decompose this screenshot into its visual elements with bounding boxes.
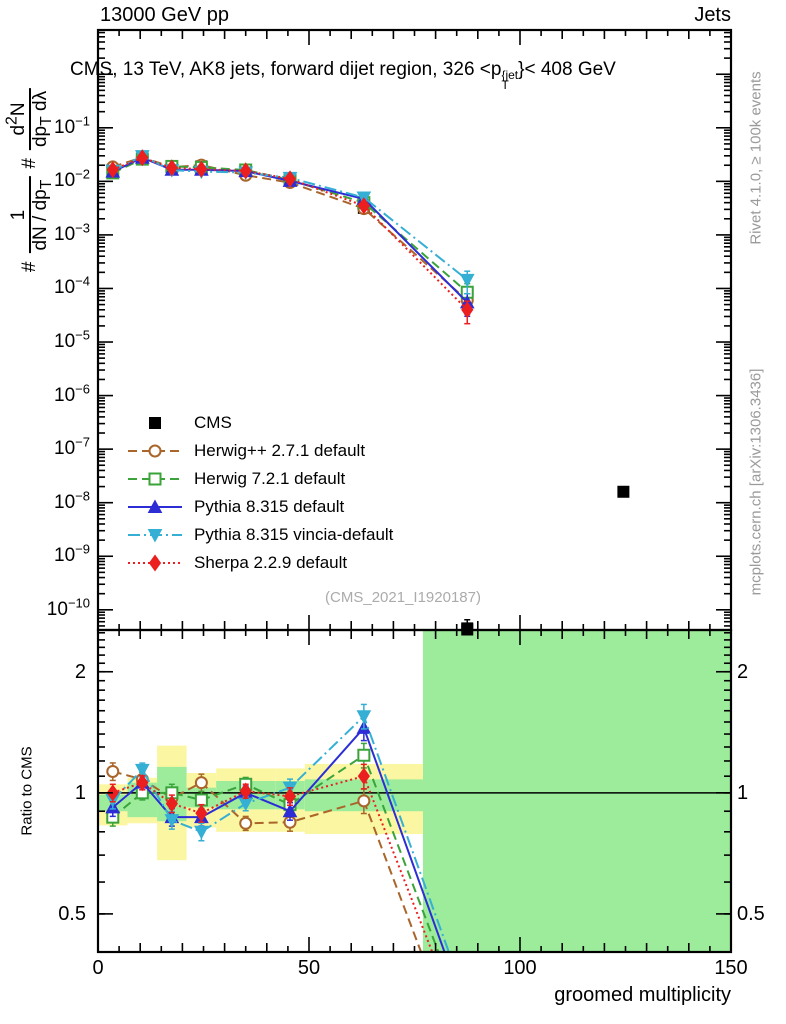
legend-label: Pythia 8.315 default	[194, 497, 345, 516]
legend-label: Herwig++ 2.7.1 default	[194, 441, 366, 460]
diamond-marker	[195, 160, 208, 178]
diamond-marker	[283, 787, 297, 805]
main-y-tick-label: 10−5	[54, 327, 90, 352]
square-marker	[194, 793, 208, 807]
circle-marker	[239, 816, 253, 830]
ylabel-hash-1: #	[19, 261, 40, 273]
legend-label: Sherpa 2.2.9 default	[194, 553, 348, 572]
legend-item: Herwig++ 2.7.1 default	[128, 437, 393, 465]
pt-superscript-stack: {jet T	[501, 68, 519, 92]
triangle-up-marker	[461, 1009, 474, 1021]
main-y-tick-label: 10−10	[46, 595, 90, 620]
x-tick-label: 100	[503, 957, 537, 979]
triangle-up-marker	[147, 499, 163, 513]
mcplots-citation-text: mcplots.cern.ch [arXiv:1306.3436]	[747, 368, 765, 596]
legend-item: Sherpa 2.2.9 default	[128, 549, 393, 577]
legend-item: Pythia 8.315 vincia-default	[128, 521, 393, 549]
legend-label: Pythia 8.315 vincia-default	[194, 525, 394, 544]
main-y-tick-label: 10−4	[54, 273, 90, 298]
ratio-y-tick-label-right: 2	[737, 661, 749, 683]
main-y-tick-label: 10−9	[54, 541, 90, 566]
triangle-down-marker	[459, 273, 475, 288]
diamond-marker	[165, 795, 178, 813]
square-marker	[149, 417, 161, 429]
triangle-down-marker	[356, 710, 372, 724]
ratio-y-tick-label-left: 1	[74, 782, 86, 804]
main-y-tick-label: 10−3	[54, 220, 90, 245]
diamond-marker	[357, 767, 370, 785]
circle-marker	[357, 794, 371, 808]
triangle-down-marker	[147, 529, 163, 543]
ylabel-hash-2: #	[19, 158, 40, 169]
triangle-up-marker	[282, 803, 298, 818]
diamond-marker	[195, 804, 208, 822]
ratio-y-tick-label-left: 0.5	[58, 903, 86, 925]
main-y-tick-label: 10−6	[54, 381, 90, 406]
circle-marker	[106, 764, 120, 778]
diamond-marker	[461, 301, 474, 319]
plot-title-prefix: CMS, 13 TeV, AK8 jets, forward dijet reg…	[70, 59, 502, 80]
plot-title-suffix: }< 408 GeV	[518, 59, 616, 80]
x-axis-label: groomed multiplicity	[554, 984, 731, 1006]
square-marker	[357, 748, 371, 762]
ratio-y-tick-label-right: 1	[737, 782, 749, 804]
legend-label: Herwig 7.2.1 default	[194, 469, 346, 488]
legend-marker	[128, 472, 182, 486]
header-beam-energy: 13000 GeV pp	[100, 4, 229, 26]
diamond-marker	[136, 774, 149, 792]
main-y-tick-label: 10−2	[54, 166, 90, 191]
diamond-marker	[283, 170, 297, 188]
triangle-down-marker	[194, 825, 209, 840]
x-tick-label: 50	[297, 957, 321, 979]
legend-marker	[128, 499, 182, 513]
rivet-version-text: Rivet 4.1.0, ≥ 100k events	[747, 71, 765, 245]
plot-title: CMS, 13 TeV, AK8 jets, forward dijet reg…	[70, 59, 616, 92]
series-line	[112, 158, 468, 294]
triangle-down-marker	[134, 763, 150, 778]
legend-marker	[128, 554, 182, 572]
green-band	[422, 630, 731, 952]
diamond-marker	[106, 161, 119, 179]
square-marker	[617, 485, 630, 498]
main-y-tick-label: 10−7	[54, 434, 90, 459]
series-main	[106, 149, 474, 325]
legend-item: CMS	[128, 409, 393, 437]
circle-marker	[194, 776, 208, 790]
diamond-marker	[136, 149, 149, 167]
series-line	[112, 714, 450, 952]
x-tick-label: 150	[714, 957, 748, 979]
triangle-down-marker	[461, 998, 474, 1010]
main-y-tick-label: 10−8	[54, 488, 90, 513]
legend-marker	[128, 529, 182, 543]
plot-title-sup: {jet	[501, 68, 519, 82]
diamond-marker	[239, 782, 252, 800]
legend-marker	[149, 417, 161, 429]
axes-frame-and-ticks	[96, 28, 733, 954]
x-tick-label: 0	[92, 957, 104, 979]
triangle-down-marker	[164, 814, 180, 828]
watermark: (CMS_2021_I1920187)	[325, 589, 481, 606]
ratio-y-tick-label-right: 0.5	[737, 903, 765, 925]
square-marker	[148, 472, 162, 486]
legend-marker	[128, 444, 182, 458]
ratio-y-tick-label-left: 2	[74, 661, 86, 683]
series-line	[112, 774, 434, 952]
header-analysis-group: Jets	[694, 4, 731, 26]
main-y-tick-label: 10−1	[54, 113, 90, 138]
series-ratio	[106, 763, 434, 952]
plot-title-sub: T	[501, 78, 509, 92]
diamond-marker	[239, 162, 252, 180]
diamond-marker	[148, 554, 162, 572]
legend-item: Pythia 8.315 default	[128, 493, 393, 521]
legend: CMS Herwig++ 2.7.1 default Herwig 7.2.1 de…	[128, 409, 393, 577]
circle-marker	[148, 444, 162, 458]
legend-label: CMS	[194, 413, 232, 432]
diamond-marker	[357, 197, 370, 215]
legend-item: Herwig 7.2.1 default	[128, 465, 393, 493]
diamond-marker	[165, 159, 178, 177]
